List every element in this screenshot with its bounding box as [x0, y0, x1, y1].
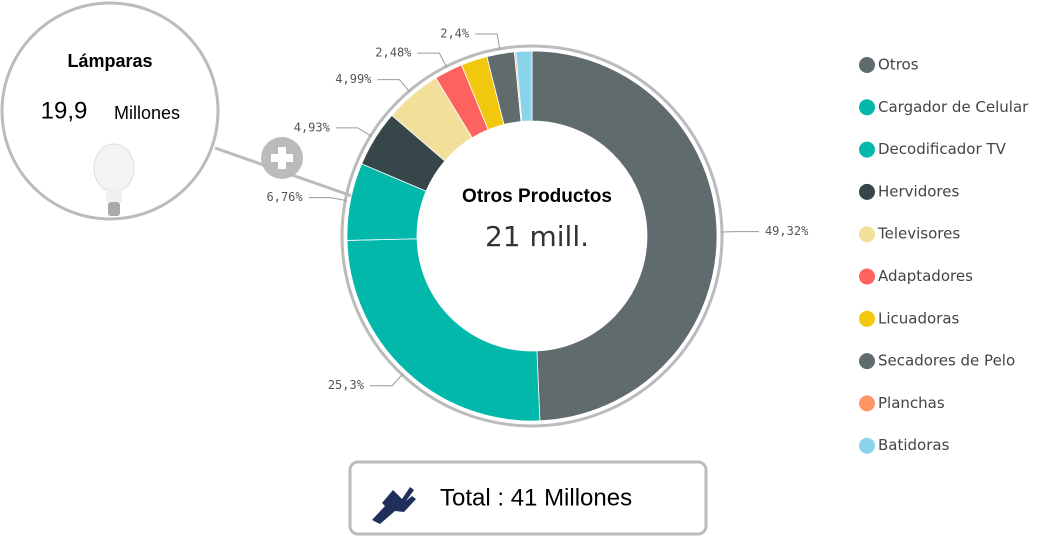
total-label: Total : 41 Millones — [440, 484, 632, 511]
legend-swatch — [859, 311, 875, 327]
plus-icon — [261, 137, 303, 179]
leader-line — [370, 374, 403, 386]
data-label: 4,99% — [335, 72, 372, 86]
center-title: Otros Productos — [462, 186, 612, 207]
legend-swatch — [859, 438, 875, 454]
callout-value: 19,9 — [41, 97, 88, 124]
leader-line — [475, 34, 500, 50]
legend-swatch — [859, 269, 875, 285]
legend-label: Secadores de Pelo — [878, 352, 1015, 370]
leader-line — [309, 198, 347, 201]
legend-label: Licuadoras — [878, 309, 960, 327]
legend-label: Televisores — [877, 225, 960, 243]
data-label: 25,3% — [328, 378, 365, 392]
data-label: 4,93% — [294, 120, 331, 134]
legend-swatch — [859, 395, 875, 411]
legend-label: Hervidores — [878, 182, 959, 200]
data-label: 6,76% — [267, 190, 304, 204]
legend-swatch — [859, 57, 875, 73]
legend-label: Decodificador TV — [878, 140, 1007, 158]
legend-label: Otros — [878, 56, 919, 74]
leader-line — [417, 53, 446, 67]
center-value: 21 mill. — [485, 220, 589, 253]
data-label: 2,4% — [440, 26, 470, 40]
legend-label: Planchas — [878, 394, 945, 412]
legend-label: Batidoras — [878, 436, 950, 454]
data-label: 49,32% — [765, 224, 809, 238]
legend-label: Cargador de Celular — [878, 98, 1029, 116]
legend-label: Adaptadores — [878, 267, 973, 285]
legend-swatch — [859, 353, 875, 369]
legend-swatch — [859, 226, 875, 242]
data-label: 2,48% — [375, 46, 412, 60]
callout-title: Lámparas — [67, 51, 152, 71]
leader-line — [377, 80, 409, 92]
callout-unit: Millones — [114, 103, 180, 123]
legend-swatch — [859, 99, 875, 115]
leader-line — [336, 128, 372, 136]
legend-swatch — [859, 184, 875, 200]
legend-swatch — [859, 142, 875, 158]
